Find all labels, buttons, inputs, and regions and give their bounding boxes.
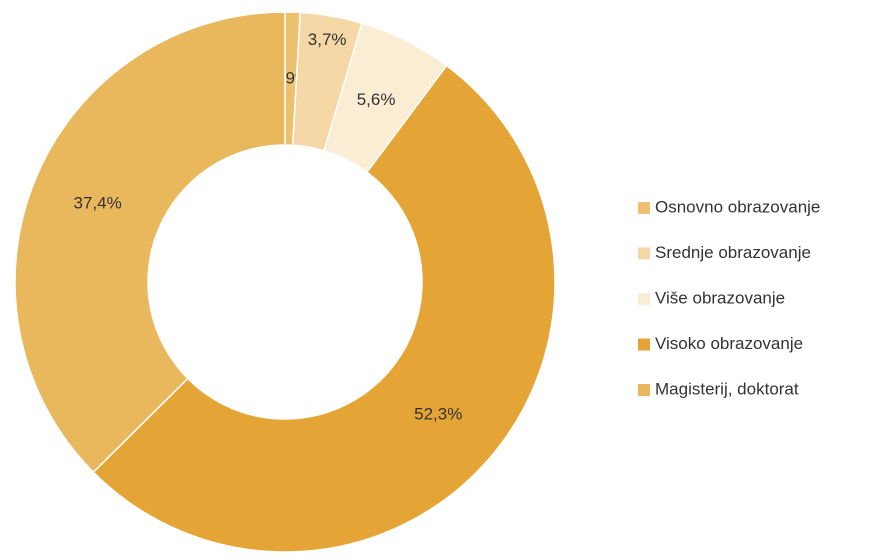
legend-swatch xyxy=(638,338,650,351)
data-label: 3,7% xyxy=(308,30,347,49)
legend-swatch xyxy=(638,202,650,214)
legend-label: Magisterij, doktorat xyxy=(655,379,799,398)
data-label: 52,3% xyxy=(414,405,462,424)
legend-label: Visoko obrazovanje xyxy=(655,334,803,353)
data-label: 37,4% xyxy=(74,193,122,212)
slice xyxy=(14,11,286,474)
legend-label: Osnovno obrazovanje xyxy=(655,197,820,216)
legend-swatch xyxy=(638,247,650,260)
legend-label: Više obrazovanje xyxy=(655,288,785,307)
legend-swatch xyxy=(638,384,650,396)
slice xyxy=(92,64,556,553)
legend-swatch xyxy=(638,293,650,305)
data-label: 5,6% xyxy=(357,90,396,109)
legend-label: Srednje obrazovanje xyxy=(655,243,811,262)
